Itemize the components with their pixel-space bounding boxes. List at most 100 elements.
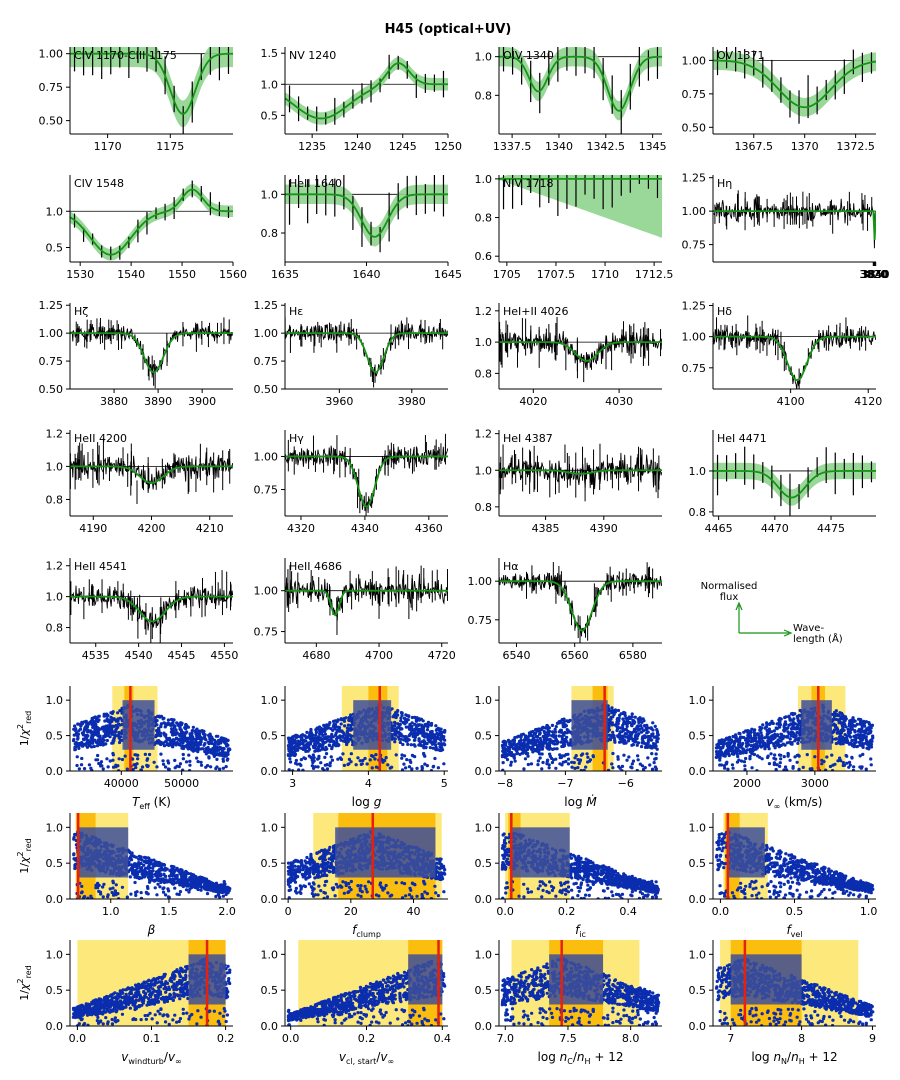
x-axis-label: β <box>147 923 156 937</box>
x-tick-label: −7 <box>557 777 573 790</box>
panel-title: Hα <box>503 560 519 573</box>
plot-area <box>286 686 447 771</box>
y-tick-label: 0.5 <box>261 857 279 870</box>
x-tick-label: 4550 <box>210 649 238 662</box>
y-tick-label: 1.00 <box>39 48 64 61</box>
panel-31: log nN/nH + 12 7 8 9 0.0 0.5 1.0 <box>689 940 876 1066</box>
x-axis-label: log nC/nH + 12 <box>538 1050 624 1066</box>
x-tick-label: 4100 <box>777 395 805 408</box>
plot-area <box>70 317 233 389</box>
best-fit-region <box>511 827 570 878</box>
best-fit-region <box>122 700 155 750</box>
panel-9: Hε 3960 3980 0.50 0.75 1.00 1.25 <box>254 299 448 408</box>
x-tick-label: 7.5 <box>559 1032 577 1045</box>
y-tick-label: 0.5 <box>689 857 707 870</box>
y-tick-label: 1.0 <box>261 188 279 201</box>
best-fit-region <box>727 827 765 878</box>
x-tick-label: 0 <box>285 905 292 918</box>
x-tick-label: 1342.5 <box>587 140 626 153</box>
y-tick-label: 1.00 <box>682 205 707 218</box>
y-tick-label: 1.00 <box>254 450 279 463</box>
model-spectrum <box>70 595 233 623</box>
y-tick-label: 0.5 <box>46 730 64 743</box>
x-tick-label: 1645 <box>434 268 462 281</box>
x-tick-label: 1710 <box>591 268 619 281</box>
panel-13: Hγ 4320 4340 4360 0.75 1.00 <box>254 430 448 535</box>
x-tick-label: 4535 <box>82 649 110 662</box>
observed-spectrum <box>285 322 448 378</box>
plot-area <box>500 813 660 899</box>
y-tick-label: 1.0 <box>261 78 279 91</box>
y-tick-label: 0.8 <box>261 227 279 240</box>
panel-title: HeII 4686 <box>289 560 342 573</box>
plot-area <box>714 686 875 771</box>
panel-6: NIV 1718 1705 1707.5 1710 1712.5 0.6 0.8 1.0 <box>475 173 674 281</box>
x-tick-label: 1640 <box>353 268 381 281</box>
y-tick-label: 1.0 <box>475 336 493 349</box>
panel-title: CIV 1548 <box>74 177 124 190</box>
x-tick-label: 1712.5 <box>635 268 674 281</box>
best-fit-region <box>78 827 129 878</box>
plot-area <box>713 315 876 389</box>
observed-spectrum <box>713 325 876 389</box>
y-tick-label: 1.0 <box>475 51 493 64</box>
x-tick-label: 1235 <box>298 140 326 153</box>
panel-title: Hδ <box>717 305 732 318</box>
model-spectrum <box>285 332 448 374</box>
y-tick-label: 1.0 <box>46 694 64 707</box>
y-tick-label: 0.50 <box>39 383 64 396</box>
panel-0: CIV 1170-CIII 1175 1170 1175 0.50 0.75 1.00 <box>39 47 233 153</box>
y-tick-label: 1.0 <box>261 694 279 707</box>
model-spectrum <box>70 52 233 115</box>
y-tick-label: 1.0 <box>689 821 707 834</box>
best-fit-region <box>353 700 392 750</box>
y-tick-label: 0.8 <box>46 493 64 506</box>
y-tick-label: 0.75 <box>682 88 707 101</box>
y-tick-label: 1.0 <box>475 173 493 186</box>
y-tick-label: 1.2 <box>475 305 493 318</box>
plot-area <box>71 940 232 1026</box>
x-tick-label: 1337.5 <box>493 140 532 153</box>
y-tick-label: 1.2 <box>46 427 64 440</box>
y-tick-label: 0.5 <box>261 109 279 122</box>
x-tick-label: 1340 <box>545 140 573 153</box>
y-tick-label: 0.5 <box>46 242 64 255</box>
observed-spectrum <box>70 585 233 631</box>
x-tick-label: 1.5 <box>160 905 178 918</box>
x-axis-label: fclump <box>352 923 381 939</box>
plot-area <box>285 175 448 253</box>
y-tick-label: 1.5 <box>261 47 279 60</box>
panel-17: HeII 4686 4680 4700 4720 0.75 1.00 <box>254 558 456 662</box>
y-tick-label: 0.50 <box>682 121 707 134</box>
panel-title: NIV 1718 <box>503 177 554 190</box>
legend-x-arrowhead <box>783 629 793 637</box>
legend-x-label: Wave- <box>793 623 824 634</box>
x-tick-label: 1370 <box>791 140 819 153</box>
model-spectrum <box>713 470 876 499</box>
y-tick-label: 0.0 <box>261 1020 279 1033</box>
panel-29: vcl, start/v∞ 0.0 0.2 0.4 0.0 0.5 1.0 <box>261 940 451 1066</box>
x-tick-label: 0.5 <box>786 905 804 918</box>
panel-27: fvel 0.0 0.5 1.0 0.0 0.5 1.0 <box>689 813 877 939</box>
model-spectrum <box>285 589 448 617</box>
plot-area <box>70 180 233 261</box>
plot-area <box>71 686 232 771</box>
y-tick-label: 0.6 <box>475 250 493 263</box>
x-tick-label: 7.0 <box>497 1032 515 1045</box>
x-tick-label: 7 <box>727 1032 734 1045</box>
panel-15: HeI 4471 4465 4470 4475 0.8 1.0 <box>689 430 876 535</box>
x-tick-label: 4 <box>365 777 372 790</box>
x-tick-label: 4545 <box>168 649 196 662</box>
x-tick-label: 4475 <box>817 522 845 535</box>
x-tick-label: 3840 <box>861 268 889 281</box>
x-tick-label: 4020 <box>519 395 547 408</box>
panel-30: log nC/nH + 12 7.0 7.5 8.0 0.0 0.5 1.0 <box>475 940 662 1066</box>
x-tick-label: 1367.5 <box>735 140 774 153</box>
x-tick-label: 1560 <box>219 268 247 281</box>
y-tick-label: 1.25 <box>39 299 64 312</box>
y-tick-label: 0.0 <box>46 765 64 778</box>
legend-y-arrowhead <box>735 601 743 611</box>
x-tick-label: 1.0 <box>102 905 120 918</box>
observed-spectrum <box>499 330 662 370</box>
x-tick-label: 0.2 <box>558 905 576 918</box>
